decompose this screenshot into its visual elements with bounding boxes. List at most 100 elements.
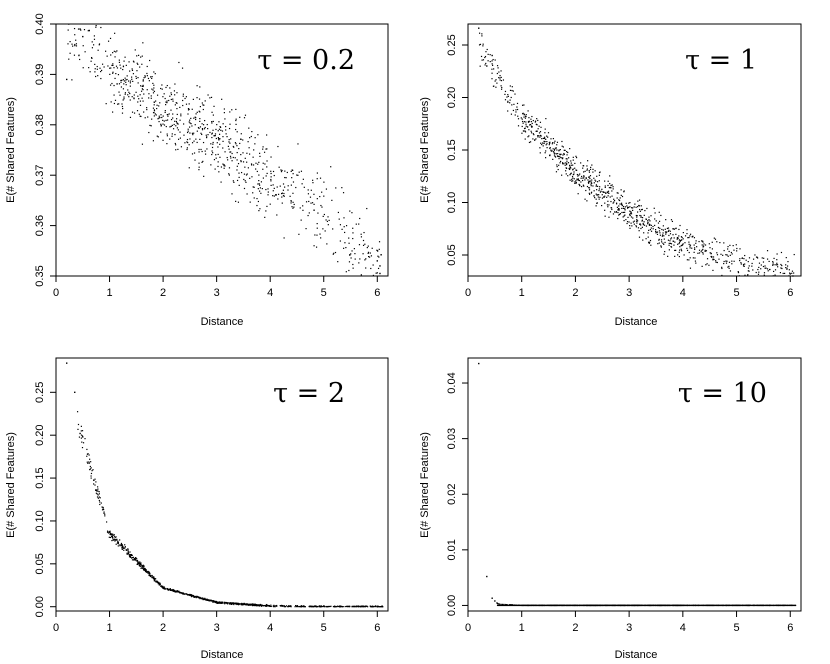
- data-point: [165, 101, 167, 103]
- data-point: [621, 204, 623, 207]
- data-point: [266, 205, 268, 208]
- data-point: [113, 534, 115, 536]
- data-point: [633, 223, 635, 225]
- data-point: [776, 264, 779, 266]
- data-point: [623, 215, 625, 217]
- data-point: [95, 489, 97, 491]
- data-point: [253, 603, 256, 606]
- data-point: [378, 241, 381, 243]
- data-point: [246, 193, 248, 195]
- data-point: [210, 96, 213, 98]
- data-point: [367, 252, 369, 255]
- data-point: [723, 242, 725, 244]
- data-point: [675, 233, 677, 235]
- data-point: [153, 115, 155, 117]
- data-point: [593, 182, 595, 184]
- data-point: [167, 115, 169, 117]
- data-point: [601, 204, 603, 207]
- data-point: [658, 230, 661, 232]
- data-point: [504, 90, 507, 93]
- data-point: [177, 590, 179, 592]
- data-point: [252, 164, 255, 166]
- data-point: [192, 595, 194, 597]
- data-point: [317, 212, 319, 214]
- data-point: [345, 605, 347, 608]
- data-point: [284, 176, 286, 179]
- data-point: [276, 214, 278, 216]
- data-point: [153, 110, 156, 112]
- data-point: [160, 585, 162, 587]
- data-point: [244, 180, 246, 182]
- data-point: [186, 138, 189, 141]
- data-point: [352, 263, 354, 266]
- data-point: [667, 227, 670, 229]
- data-point: [760, 268, 762, 270]
- data-point: [533, 134, 535, 136]
- data-point: [629, 214, 631, 216]
- data-point: [191, 595, 193, 597]
- data-point: [504, 93, 506, 95]
- data-point: [121, 544, 123, 546]
- data-point: [715, 260, 717, 262]
- data-point: [170, 118, 173, 121]
- data-point: [238, 184, 240, 186]
- data-point: [549, 154, 551, 157]
- data-point: [112, 533, 114, 535]
- data-point: [589, 177, 591, 180]
- data-point: [149, 76, 152, 78]
- data-point: [512, 90, 514, 92]
- data-point: [142, 565, 145, 567]
- data-point: [156, 581, 159, 583]
- data-point: [640, 205, 642, 207]
- data-point: [611, 190, 613, 192]
- data-point: [729, 270, 732, 272]
- data-point: [497, 603, 499, 605]
- data-point: [233, 181, 235, 183]
- data-point: [201, 161, 203, 163]
- data-point: [141, 567, 143, 569]
- data-point: [676, 237, 679, 239]
- data-point: [208, 599, 210, 601]
- data-point: [788, 269, 790, 271]
- data-point: [236, 603, 238, 606]
- data-point: [174, 104, 176, 106]
- data-point: [254, 143, 256, 145]
- data-point: [704, 249, 706, 251]
- data-point: [263, 605, 265, 607]
- data-point: [645, 218, 647, 220]
- data-point: [79, 432, 81, 435]
- data-point: [113, 538, 115, 541]
- data-point: [314, 234, 316, 236]
- data-point: [579, 185, 581, 187]
- data-point: [132, 73, 135, 75]
- data-point: [637, 211, 639, 213]
- data-point: [693, 237, 696, 239]
- data-point: [658, 211, 660, 213]
- data-point: [182, 99, 184, 102]
- data-point: [204, 597, 206, 599]
- data-point: [252, 603, 254, 605]
- data-point: [244, 157, 246, 159]
- data-point: [575, 181, 577, 184]
- data-point: [226, 602, 229, 604]
- data-point: [620, 203, 623, 205]
- data-point: [537, 119, 539, 122]
- data-point: [116, 50, 118, 52]
- data-point: [348, 269, 350, 272]
- data-point: [319, 195, 321, 198]
- data-point: [316, 227, 318, 229]
- data-point: [657, 222, 660, 224]
- data-point: [97, 488, 99, 490]
- data-point: [662, 232, 664, 234]
- data-point: [127, 89, 129, 91]
- data-point: [739, 258, 741, 260]
- data-point: [132, 80, 134, 83]
- data-point: [624, 208, 626, 210]
- data-point: [622, 216, 624, 218]
- data-point: [575, 182, 577, 184]
- data-point: [612, 188, 614, 190]
- data-point: [360, 233, 362, 235]
- data-point: [515, 109, 517, 111]
- data-point: [551, 150, 553, 152]
- data-point: [569, 166, 571, 168]
